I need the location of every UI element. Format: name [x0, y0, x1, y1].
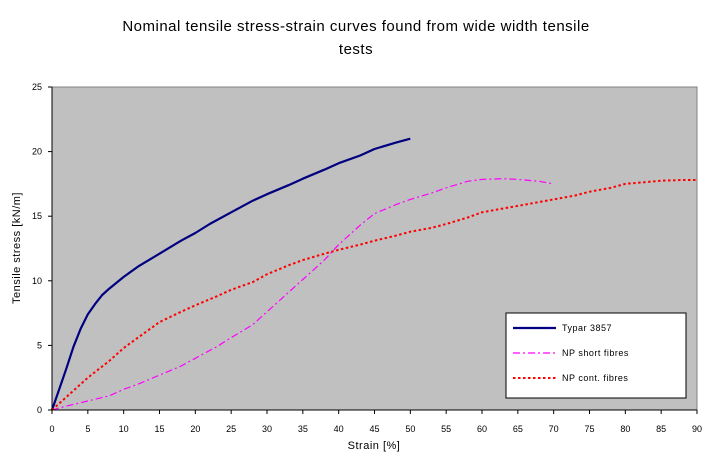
x-tick-label: 0: [49, 424, 54, 434]
legend-items: Typar 3857 NP short fibres NP cont. fibres: [513, 323, 629, 383]
x-tick-label: 35: [298, 424, 308, 434]
x-tick-label: 60: [477, 424, 487, 434]
chart-title-line-1: Nominal tensile stress-strain curves fou…: [122, 18, 589, 35]
x-tick-label: 25: [226, 424, 236, 434]
x-tick-label: 30: [262, 424, 272, 434]
y-tick-label: 0: [37, 405, 42, 415]
x-tick-label: 55: [441, 424, 451, 434]
series-line-1: [51, 178, 554, 411]
y-tick-label: 20: [32, 147, 42, 157]
series-line-2: [51, 179, 697, 411]
y-tick-label: 5: [37, 340, 42, 350]
series-layer: [50, 137, 697, 411]
x-tick-label: 85: [656, 424, 666, 434]
legend-label-0: Typar 3857: [562, 323, 612, 333]
y-ticks: 0 5 10 15 20 25: [32, 82, 52, 415]
x-tick-label: 90: [692, 424, 702, 434]
chart-title-line-2: tests: [339, 41, 373, 58]
legend: Typar 3857 NP short fibres NP cont. fibres: [505, 312, 687, 399]
x-tick-label: 40: [334, 424, 344, 434]
y-tick-label: 15: [32, 211, 42, 221]
x-tick-label: 80: [620, 424, 630, 434]
x-tick-label: 15: [154, 424, 164, 434]
legend-label-2: NP cont. fibres: [562, 373, 628, 383]
x-tick-label: 45: [369, 424, 379, 434]
x-ticks: 0 5 10 15 20 25 30 35 40 45 50 55 60 65 70 75 80 85 90: [49, 410, 702, 434]
legend-label-1: NP short fibres: [562, 348, 629, 358]
x-tick-label: 20: [190, 424, 200, 434]
y-axis-label: Tensile stress [kN/m]: [11, 192, 23, 304]
series-line-0: [50, 137, 411, 411]
x-tick-label: 75: [584, 424, 594, 434]
x-tick-label: 65: [513, 424, 523, 434]
y-tick-label: 25: [32, 82, 42, 92]
x-tick-label: 50: [405, 424, 415, 434]
x-tick-label: 70: [549, 424, 559, 434]
x-axis-label: Strain [%]: [348, 440, 401, 452]
y-tick-label: 10: [32, 276, 42, 286]
x-tick-label: 5: [85, 424, 90, 434]
x-tick-label: 10: [119, 424, 129, 434]
